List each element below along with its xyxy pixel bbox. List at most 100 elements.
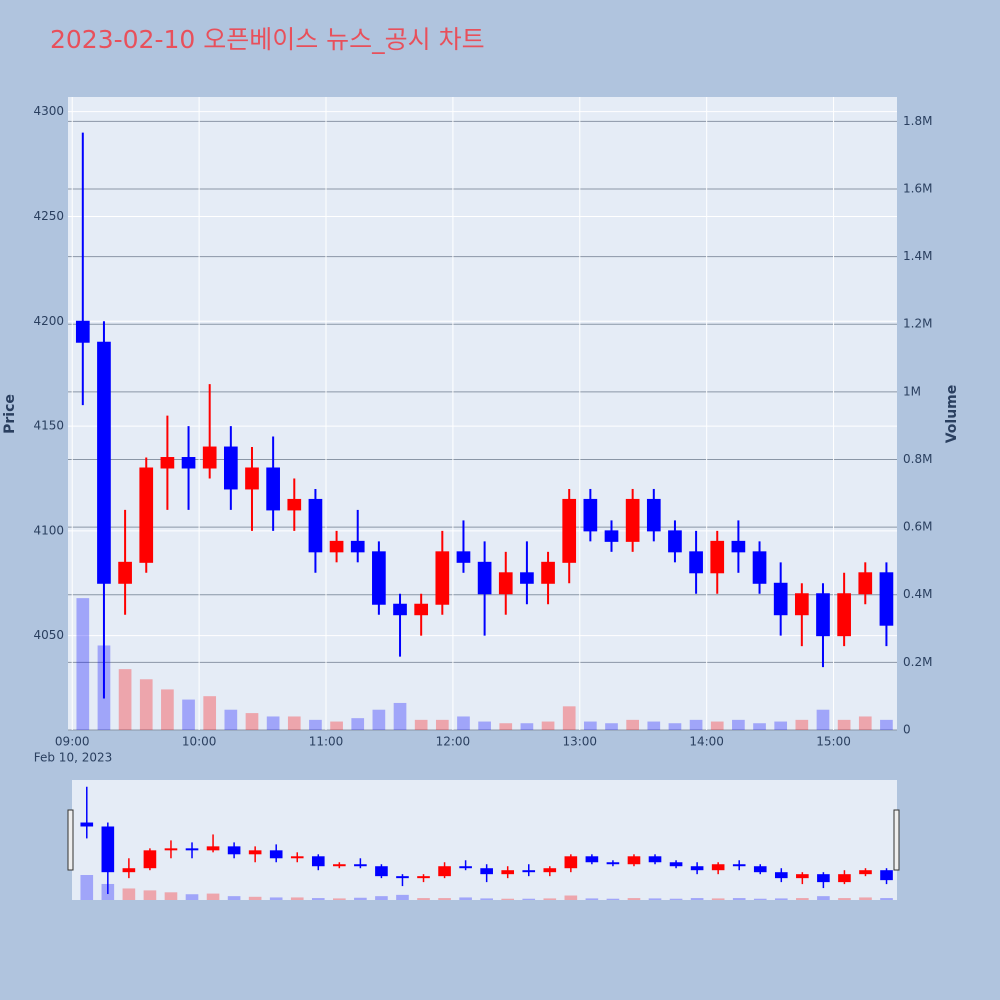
volume-bar [139,679,153,730]
volume-bar [118,669,132,730]
mini-candle-body [606,862,620,865]
volume-bar [858,716,872,730]
volume-bar [224,709,238,730]
candle-body [245,467,259,490]
mini-candle-body [627,856,641,865]
volume-bar [689,719,703,730]
mini-candle-body [101,826,115,873]
range-handle[interactable] [67,809,74,871]
x-tick-label: 15:00 [816,735,851,749]
y-tick-label: 4250 [33,209,64,223]
mini-candle-body [753,866,767,873]
candle-body [646,498,661,532]
y2-tick-label: 1.2M [903,317,932,331]
volume-bar [541,721,555,730]
mini-volume-bar [143,890,157,900]
candle-body [498,572,513,595]
y-tick-label: 4100 [33,523,64,537]
volume-bar [287,716,301,730]
candle-body [625,498,640,542]
y2-tick-label: 0.2M [903,655,932,669]
volume-bar [668,723,682,730]
mini-candle-body [248,850,262,855]
mini-candle-body [80,822,94,827]
mini-candle-body [206,846,220,851]
mini-candle-body [501,870,515,875]
y-tick-label: 4200 [33,314,64,328]
volume-bar [76,598,90,730]
candle-body [160,457,175,469]
mini-volume-bar [543,898,557,900]
candle-body [773,582,788,616]
mini-volume-bar [333,898,346,900]
volume-bar [182,699,195,730]
mini-volume-bar [817,896,830,900]
mini-volume-bar [480,898,493,900]
plot-area [68,97,897,730]
mini-volume-bar [80,875,94,900]
mini-candle-body [648,856,662,863]
volume-bar [626,719,639,730]
candle-body [139,467,154,563]
mini-candle-body [880,870,893,881]
mini-volume-bar [164,892,178,900]
y2-axis-title: Volume [944,385,960,444]
mini-volume-bar [522,898,536,900]
candle-body [541,561,555,584]
volume-bar [309,719,322,730]
mini-candle-body [522,870,536,873]
candle-body [731,540,746,553]
y2-tick-label: 1.6M [903,181,932,195]
mini-volume-bar [838,898,851,900]
candle-body [879,572,894,626]
x-tick-label: 10:00 [182,735,217,749]
mini-candle-body [227,846,241,855]
mini-candle-body [817,874,830,883]
volume-bar [795,719,809,730]
volume-bar [710,721,724,730]
mini-volume-bar [290,897,304,900]
mini-volume-bar [690,898,704,900]
mini-candle-body [459,866,472,869]
mini-volume-bar [669,898,683,900]
mini-candle-body [354,864,367,867]
mini-volume-bar [375,896,388,900]
mini-candle-body [290,856,304,859]
candle-body [118,561,132,584]
range-slider[interactable] [72,780,897,900]
volume-bar [393,702,407,730]
mini-volume-bar [227,896,241,900]
volume-bar [520,723,534,730]
volume-bar [266,716,280,730]
mini-volume-bar [269,897,283,900]
mini-candle-body [669,862,683,867]
volume-bar [774,721,788,730]
candle-body [816,593,830,637]
candle-body [266,467,280,511]
candle-body [794,593,809,616]
range-handle[interactable] [893,809,900,871]
mini-candle-body [396,876,409,879]
chart-title: 2023-02-10 오픈베이스 뉴스_공시 차트 [50,25,485,54]
candle-body [202,446,217,469]
y2-tick-label: 0.6M [903,520,932,534]
y2-tick-label: 1M [903,384,921,398]
mini-volume-bar [311,898,325,900]
candle-body [287,498,302,511]
mini-candle-body [711,864,725,871]
mini-volume-bar [880,898,893,900]
candle-body [181,457,196,469]
mini-candle-body [690,866,704,871]
volume-bar [161,689,174,730]
candle-body [562,498,577,563]
mini-candle-body [438,866,451,877]
candle-body [435,551,450,605]
mini-volume-bar [585,898,599,900]
mini-volume-bar [459,897,472,900]
y2-tick-label: 1.8M [903,114,932,128]
candle-body [520,572,534,584]
mini-candle-body [564,856,578,869]
y2-tick-label: 0 [903,723,911,737]
volume-bar [816,709,830,730]
mini-candle-body [774,872,788,879]
